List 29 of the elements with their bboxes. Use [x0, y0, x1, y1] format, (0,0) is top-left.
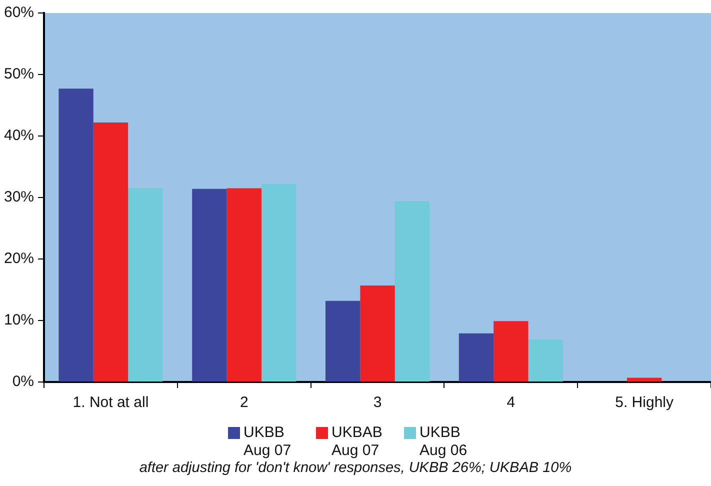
- legend-label: UKBB Aug 06: [420, 424, 468, 460]
- bar: [261, 184, 296, 382]
- bar: [93, 122, 128, 382]
- bar: [325, 300, 360, 382]
- bar: [528, 340, 563, 382]
- y-tick-label: 30%: [4, 188, 34, 206]
- y-tick-label: 50%: [4, 66, 34, 83]
- bar: [360, 285, 395, 382]
- legend-label: UKBAB Aug 07: [332, 424, 384, 460]
- bar: [226, 188, 262, 382]
- y-tick-label: 20%: [4, 250, 34, 268]
- x-tick-label: 1. Not at all: [72, 394, 149, 412]
- bar: [394, 201, 430, 382]
- bar: [192, 188, 227, 382]
- bar: [458, 333, 494, 382]
- bar: [626, 378, 662, 382]
- x-tick-label: 3: [373, 394, 382, 412]
- x-tick-label: 5. Highly: [615, 394, 674, 412]
- y-tick-label: 0%: [12, 373, 34, 390]
- y-tick-label: 10%: [4, 312, 34, 329]
- bar: [128, 188, 163, 382]
- bar: [494, 321, 528, 382]
- y-tick-label: 60%: [4, 4, 34, 22]
- y-tick-label: 40%: [4, 127, 34, 144]
- bar: [58, 88, 94, 382]
- text: after adjusting for 'don't know' responses, UKBB 26%; UKBAB 10%: [138, 460, 573, 476]
- legend-label: UKBB Aug 07: [244, 424, 292, 460]
- x-tick-label: 2: [240, 394, 248, 412]
- x-tick-label: 4: [506, 394, 516, 412]
